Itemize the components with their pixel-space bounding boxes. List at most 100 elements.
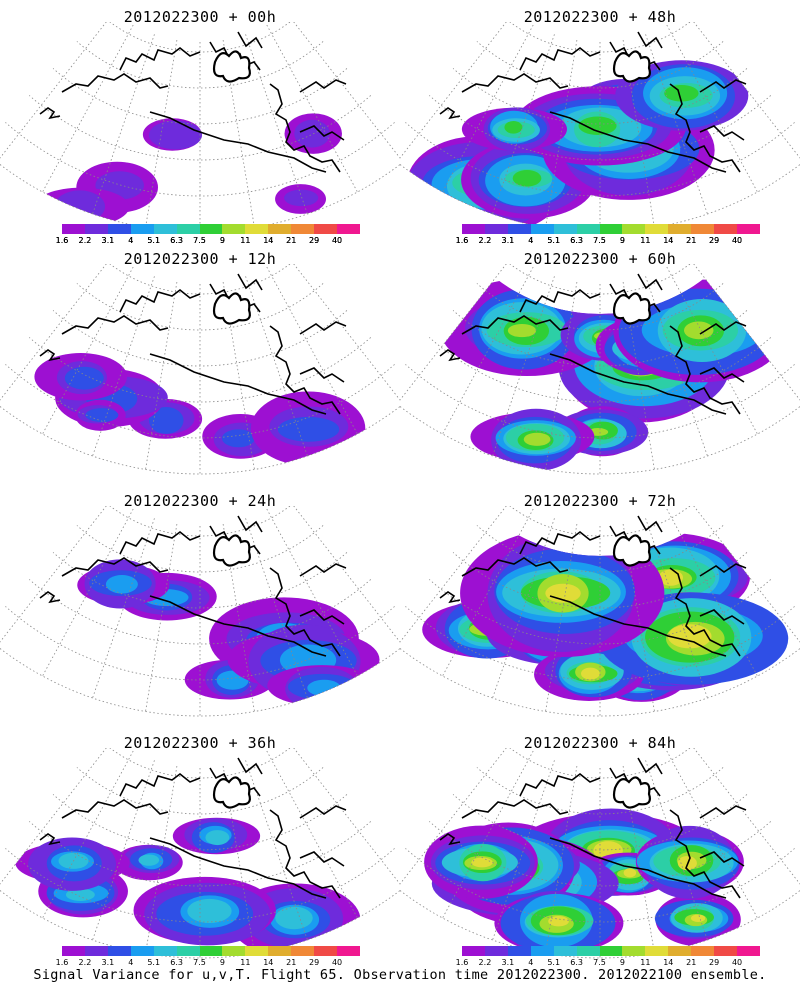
longitude-line (266, 24, 358, 193)
contour-region (471, 857, 493, 868)
colorbar-label: 11 (240, 958, 251, 967)
latitude-line (76, 767, 324, 815)
arctic-islands (612, 50, 651, 83)
map-panel: 2012022300 + 36h 1.6 2.2 3.1 4 5.1 6.3 7.5 9 11 14… (0, 726, 400, 971)
colorbar-label: 21 (286, 236, 297, 245)
colorbar-swatch (530, 946, 554, 956)
colorbar-label: 40 (331, 236, 343, 245)
colorbar-swatch (530, 224, 554, 234)
contour-region (294, 119, 330, 148)
colorbar-swatch (291, 224, 315, 234)
map-panel: 2012022300 + 48h 1.6 2.2 3.1 4 5.1 6.3 7.5 9 11 14… (400, 0, 800, 245)
colorbar-label: 21 (686, 236, 697, 245)
colorbar-label: 1.6 (455, 236, 469, 245)
colorbar-label: 1.6 (55, 236, 69, 245)
colorbar-label: 14 (263, 236, 274, 245)
arctic-islands (212, 776, 251, 809)
contour-region (664, 84, 699, 102)
colorbar-swatch (337, 946, 360, 956)
colorbar-label: 21 (686, 236, 697, 245)
colorbar-label: 5.1 (547, 236, 561, 245)
contour-region (307, 679, 342, 697)
colorbar-swatch (576, 946, 600, 956)
polar-map (400, 506, 800, 717)
colorbar-label: 3.1 (501, 236, 515, 245)
contour-region (667, 624, 712, 649)
colorbar-swatch (462, 946, 485, 956)
colorbar-label: 29 (309, 236, 320, 245)
latitude-line (452, 552, 748, 609)
colorbar-label: 4 (128, 958, 134, 967)
colorbar-label: 11 (240, 236, 251, 245)
contour-region (148, 120, 203, 150)
colorbar-label: 7.5 (593, 958, 606, 967)
contour-region (205, 830, 230, 846)
latitude-line (5, 122, 395, 197)
colorbar-label: 14 (263, 236, 274, 245)
colorbar-label: 4 (528, 958, 534, 967)
colorbar-swatch (737, 946, 760, 956)
colorbar-label: 2.2 (78, 236, 92, 245)
latitude-line (452, 794, 748, 851)
colorbar-label: 7.5 (593, 236, 606, 245)
colorbar-swatch (737, 224, 760, 234)
colorbar-label: 2.2 (478, 236, 492, 245)
colorbar-label: 6.3 (170, 236, 183, 245)
colorbar-label: 2.2 (478, 958, 492, 967)
colorbar-label: 21 (286, 958, 297, 967)
colorbar-label: 3.1 (101, 236, 115, 245)
colorbar-label: 5.1 (147, 236, 161, 245)
colorbar-label: 3.1 (101, 958, 115, 967)
colorbar-label: 14 (663, 236, 674, 245)
latitude-line (428, 821, 772, 887)
latitude-line (476, 525, 724, 573)
colorbar-swatch (622, 946, 646, 956)
contour-region (221, 429, 255, 448)
colorbar-label: 7.5 (193, 236, 206, 245)
contour-region (548, 916, 569, 927)
colorbar-label: 14 (663, 958, 674, 967)
latitude-line (52, 68, 348, 125)
polar-map (400, 748, 800, 959)
arctic-islands (212, 534, 251, 567)
colorbar-swatch (130, 946, 154, 956)
colorbar-swatch (668, 224, 692, 234)
colorbar-label: 40 (731, 236, 743, 245)
panel-title: 2012022300 + 60h (523, 250, 677, 268)
colorbar-label: 3.1 (101, 236, 115, 245)
contour-region (138, 854, 160, 866)
contour-region (85, 408, 119, 423)
latitude-line (405, 122, 795, 197)
latitude-line (428, 337, 772, 403)
colorbar-label: 4 (528, 236, 534, 245)
colorbar-label: 21 (286, 236, 297, 245)
colorbar-label: 4 (128, 236, 134, 245)
colorbar-label: 7.5 (593, 236, 606, 245)
colorbar-label: 29 (309, 958, 320, 967)
latitude-line (76, 525, 324, 573)
colorbar-label: 3.1 (501, 236, 515, 245)
colorbar-label: 40 (731, 958, 743, 967)
colorbar-labels: 1.6 2.2 3.1 4 5.1 6.3 7.5 9 11 14 21 29 40 (456, 236, 766, 246)
colorbar-swatch (484, 946, 508, 956)
colorbar-labels: 1.6 2.2 3.1 4 5.1 6.3 7.5 9 11 14 21 29 40 (456, 236, 766, 246)
latitude-line (52, 310, 348, 367)
colorbar-label: 2.2 (478, 236, 492, 245)
colorbar-swatch (107, 946, 131, 956)
colorbar-swatch (153, 224, 177, 234)
colorbar-label: 6.3 (570, 236, 583, 245)
colorbar-swatch (691, 224, 715, 234)
colorbar-label: 6.3 (170, 236, 183, 245)
colorbar-labels: 1.6 2.2 3.1 4 5.1 6.3 7.5 9 11 14 21 29 40 (56, 236, 366, 246)
latitude-line (428, 95, 772, 161)
colorbar-swatch (714, 946, 738, 956)
latitude-line (28, 579, 372, 645)
colorbar-label: 11 (640, 236, 651, 245)
colorbar-label: 1.6 (455, 236, 469, 245)
colorbar-label: 11 (240, 236, 251, 245)
colorbar-label: 14 (263, 236, 274, 245)
colorbar-label: 2.2 (78, 958, 92, 967)
polar-map (400, 264, 800, 475)
colorbar-label: 29 (709, 958, 720, 967)
colorbar-label: 40 (331, 958, 343, 967)
